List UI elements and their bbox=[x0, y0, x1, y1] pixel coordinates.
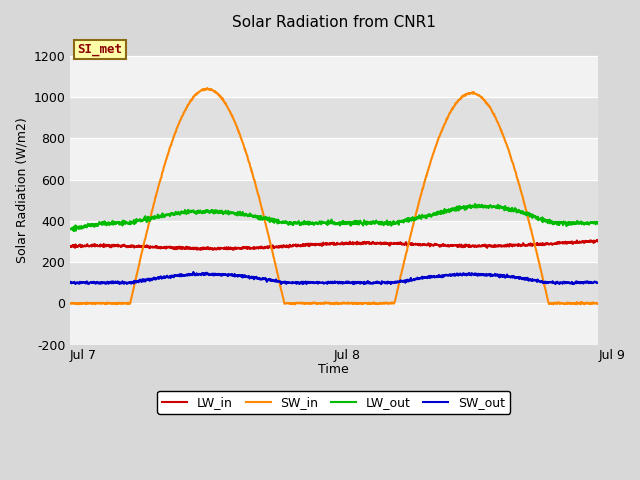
LW_out bbox=[595, 221, 602, 227]
Line: SW_out: SW_out bbox=[70, 272, 598, 284]
SW_in bbox=[486, 104, 493, 110]
LW_out bbox=[532, 215, 540, 220]
SW_in bbox=[532, 247, 540, 253]
SW_out bbox=[486, 272, 493, 277]
SW_out bbox=[417, 275, 424, 281]
SW_out bbox=[189, 269, 197, 275]
X-axis label: Time: Time bbox=[319, 363, 349, 376]
Y-axis label: Solar Radiation (W/m2): Solar Radiation (W/m2) bbox=[15, 117, 28, 263]
SW_out bbox=[243, 274, 250, 279]
SW_in bbox=[417, 194, 424, 200]
Legend: LW_in, SW_in, LW_out, SW_out: LW_in, SW_in, LW_out, SW_out bbox=[157, 391, 511, 414]
SW_out bbox=[183, 273, 191, 278]
SW_out bbox=[299, 281, 307, 287]
SW_in bbox=[184, 103, 191, 108]
LW_in bbox=[66, 243, 74, 249]
SW_in bbox=[243, 153, 251, 158]
SW_in bbox=[171, 132, 179, 137]
Bar bbox=[70, 262, 598, 303]
Bar bbox=[70, 56, 598, 97]
Bar bbox=[70, 180, 598, 221]
SW_out bbox=[66, 280, 74, 286]
LW_in bbox=[485, 242, 493, 248]
SW_in bbox=[66, 300, 74, 306]
Bar bbox=[70, 221, 598, 262]
LW_in bbox=[229, 247, 237, 253]
Text: SI_met: SI_met bbox=[77, 43, 122, 56]
LW_out bbox=[184, 209, 191, 215]
SW_out bbox=[595, 280, 602, 286]
LW_in bbox=[170, 245, 178, 251]
LW_out bbox=[486, 203, 493, 209]
LW_out bbox=[171, 211, 179, 216]
LW_in bbox=[183, 246, 191, 252]
LW_in bbox=[243, 244, 250, 250]
LW_out bbox=[70, 228, 78, 234]
SW_out bbox=[532, 277, 540, 283]
Bar bbox=[70, 97, 598, 138]
Line: SW_in: SW_in bbox=[70, 88, 598, 304]
LW_out bbox=[416, 214, 424, 219]
Title: Solar Radiation from CNR1: Solar Radiation from CNR1 bbox=[232, 15, 436, 30]
SW_out bbox=[170, 272, 178, 278]
LW_out bbox=[471, 201, 479, 207]
Bar bbox=[70, 303, 598, 345]
LW_in bbox=[595, 238, 602, 243]
SW_in bbox=[204, 85, 211, 91]
LW_out bbox=[66, 226, 74, 232]
LW_in bbox=[416, 241, 424, 247]
Line: LW_in: LW_in bbox=[70, 240, 598, 250]
Line: LW_out: LW_out bbox=[70, 204, 598, 231]
LW_in bbox=[532, 242, 540, 248]
SW_in bbox=[76, 301, 83, 307]
LW_out bbox=[243, 212, 250, 217]
SW_in bbox=[595, 301, 602, 307]
LW_in bbox=[593, 237, 600, 243]
Bar bbox=[70, 138, 598, 180]
